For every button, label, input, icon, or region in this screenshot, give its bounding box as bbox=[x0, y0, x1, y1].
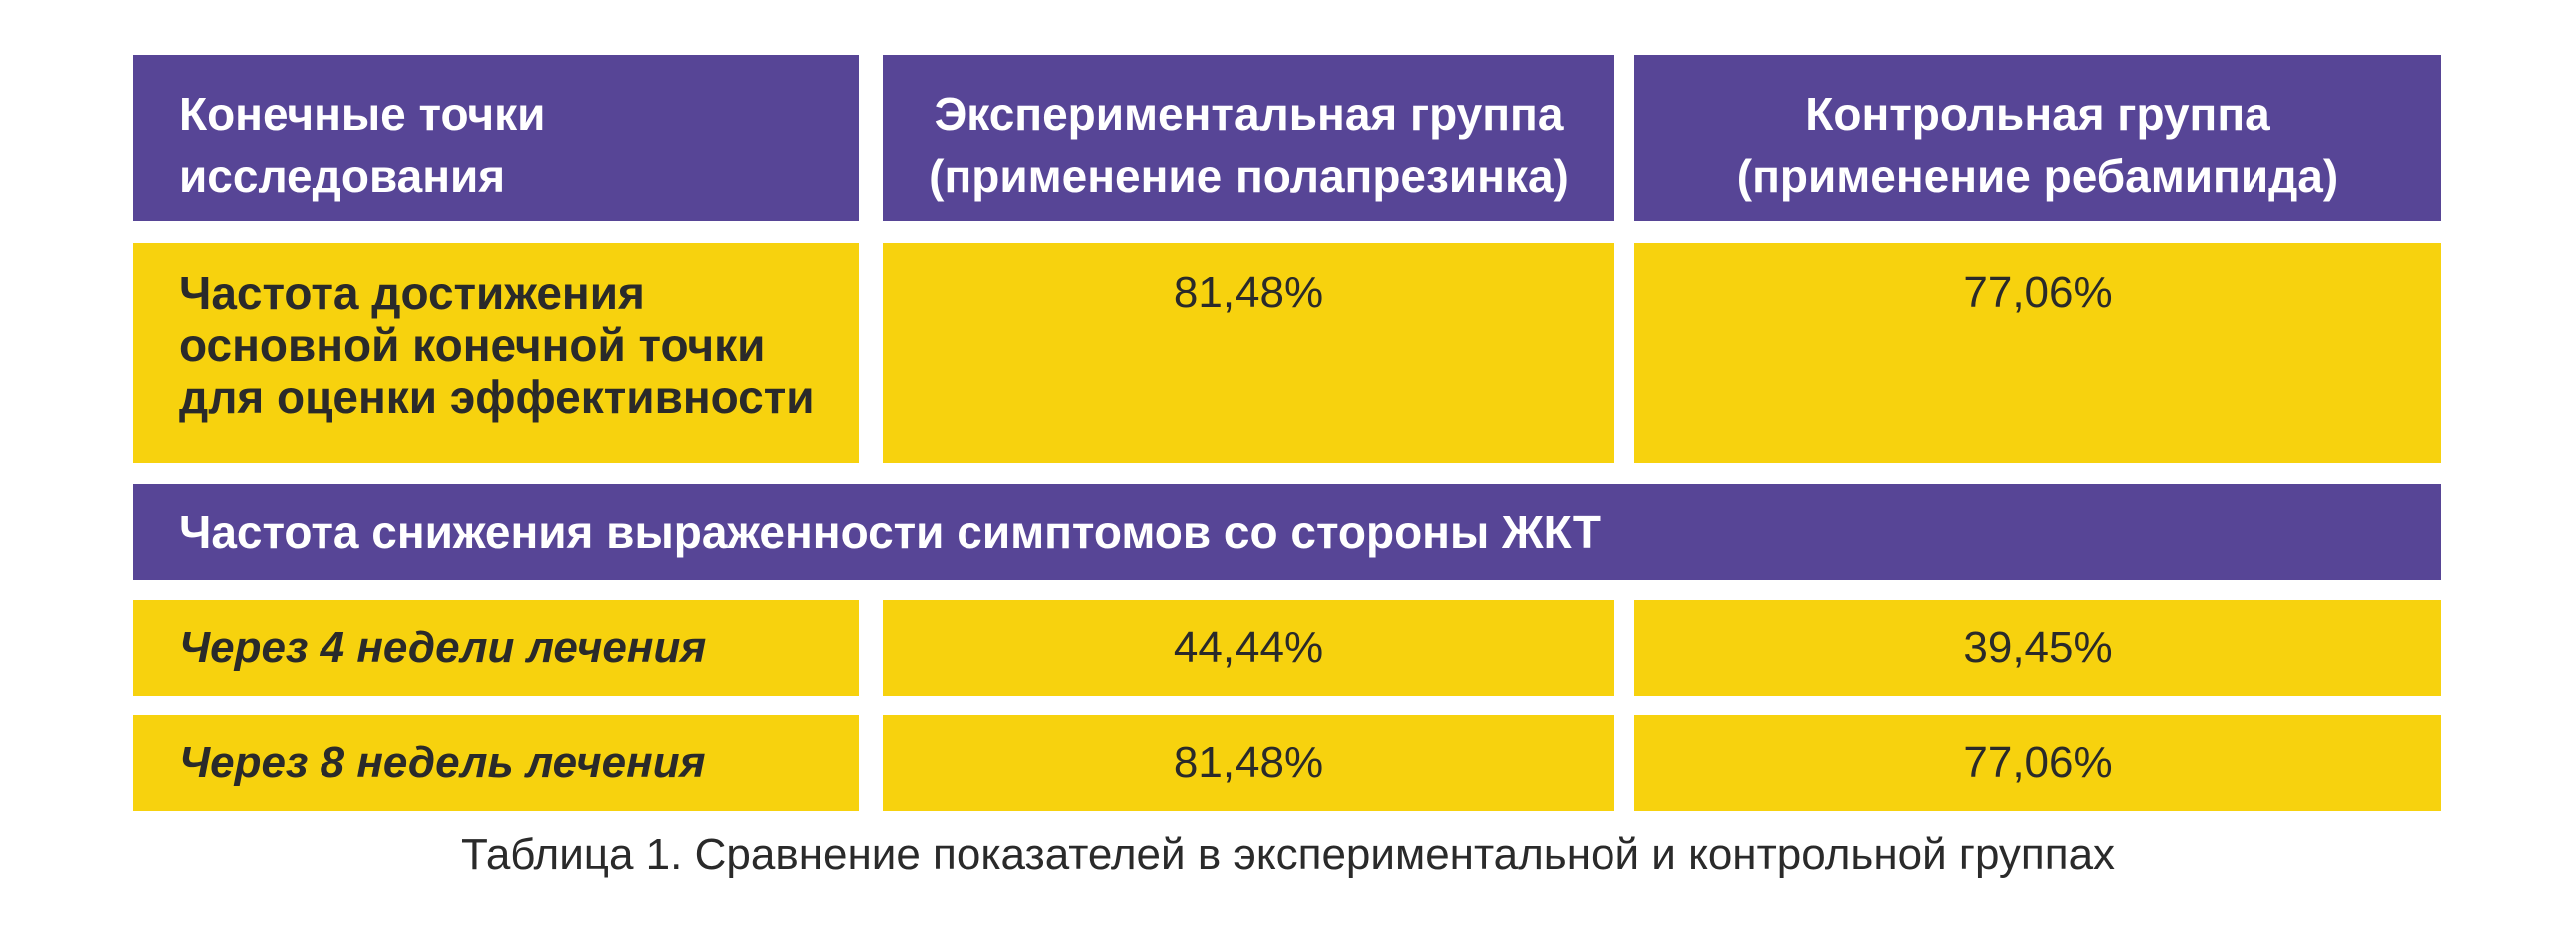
header-control-line2: (применение ребамипида) bbox=[1736, 150, 2339, 202]
row-label-line2: основной конечной точки bbox=[179, 319, 766, 371]
row-4-weeks-experimental: 44,44% bbox=[883, 600, 1614, 696]
header-endpoints-line1: Конечные точки bbox=[179, 88, 546, 140]
section-title-gi-symptoms: Частота снижения выраженности симптомов … bbox=[133, 484, 2441, 580]
row-4-weeks-control: 39,45% bbox=[1634, 600, 2441, 696]
row-primary-endpoint-control: 77,06% bbox=[1634, 243, 2441, 463]
header-endpoints-line2: исследования bbox=[179, 150, 506, 202]
row-primary-endpoint-experimental: 81,48% bbox=[883, 243, 1614, 463]
row-8-weeks-label: Через 8 недель лечения bbox=[133, 715, 859, 811]
header-experimental-line1: Экспериментальная группа bbox=[934, 88, 1564, 140]
row-label-line1: Частота достижения bbox=[179, 267, 645, 319]
header-experimental-line2: (применение полапрезинка) bbox=[929, 150, 1569, 202]
row-primary-endpoint-label: Частота достижения основной конечной точ… bbox=[133, 243, 859, 463]
header-cell-control: Контрольная группа (применение ребамипид… bbox=[1634, 55, 2441, 221]
row-8-weeks-control: 77,06% bbox=[1634, 715, 2441, 811]
header-cell-endpoints: Конечные точки исследования bbox=[133, 55, 859, 221]
table-caption: Таблица 1. Сравнение показателей в экспе… bbox=[460, 830, 2116, 879]
row-4-weeks-label: Через 4 недели лечения bbox=[133, 600, 859, 696]
row-label-line3: для оценки эффективности bbox=[179, 371, 815, 423]
row-8-weeks-experimental: 81,48% bbox=[883, 715, 1614, 811]
header-cell-experimental: Экспериментальная группа (применение пол… bbox=[883, 55, 1614, 221]
header-control-line1: Контрольная группа bbox=[1805, 88, 2270, 140]
